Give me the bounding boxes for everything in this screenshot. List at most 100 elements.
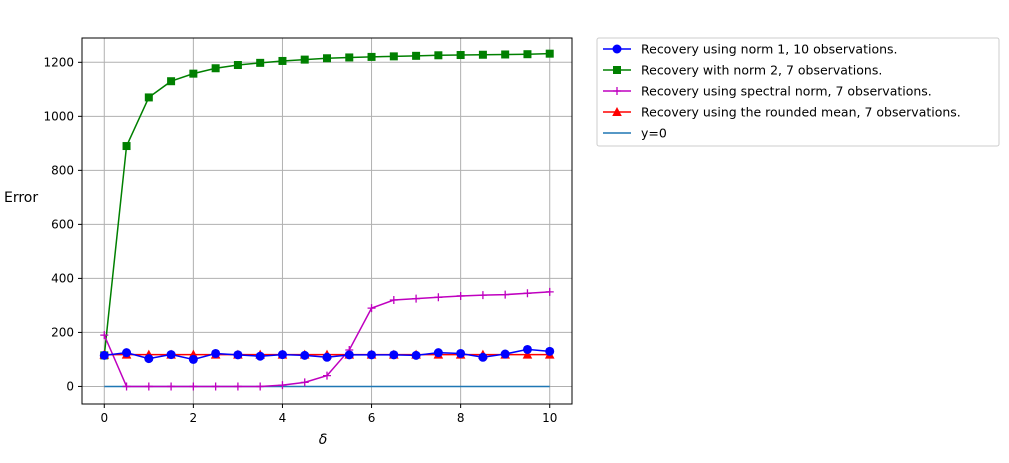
grid <box>82 38 572 404</box>
data-point <box>277 350 287 360</box>
series-group <box>99 49 555 391</box>
y-tick-label: 1200 <box>43 55 74 69</box>
data-point <box>300 350 310 360</box>
data-point <box>478 50 487 59</box>
series-2-line <box>103 52 550 356</box>
y-axis-label: Error <box>4 190 38 206</box>
data-point <box>545 346 555 356</box>
data-point <box>389 52 398 61</box>
data-point <box>501 50 510 59</box>
legend-entry-5: y=0 <box>603 126 667 141</box>
legend-label: Recovery using spectral norm, 7 observat… <box>641 84 932 99</box>
data-point <box>211 348 221 358</box>
data-point <box>500 349 510 359</box>
x-tick-label: 6 <box>368 411 376 425</box>
data-point <box>167 382 176 391</box>
data-point <box>122 348 132 358</box>
x-tick-label: 0 <box>100 411 108 425</box>
data-point <box>323 54 331 63</box>
data-point <box>456 291 465 300</box>
legend-label: Recovery using norm 1, 10 observations. <box>641 42 898 57</box>
plot-frame <box>81 37 573 405</box>
data-point <box>300 378 309 387</box>
data-point <box>99 350 109 360</box>
data-point <box>367 350 377 360</box>
data-point <box>166 350 176 360</box>
data-point <box>211 64 220 73</box>
data-point <box>122 382 131 391</box>
data-point <box>233 350 243 360</box>
data-point <box>523 50 532 59</box>
legend-box <box>596 37 1000 147</box>
data-point <box>545 49 554 58</box>
data-point <box>100 331 109 340</box>
data-point <box>456 348 466 358</box>
data-point <box>411 350 421 360</box>
legend-label: Recovery using the rounded mean, 7 obser… <box>641 105 961 120</box>
data-point <box>167 77 176 86</box>
data-point <box>367 304 376 313</box>
data-point <box>344 350 354 360</box>
data-point <box>122 142 131 151</box>
legend-label: y=0 <box>641 126 667 141</box>
data-point <box>189 69 198 78</box>
data-point <box>523 289 532 298</box>
legend-marker <box>612 107 622 116</box>
legend-entry-3: Recovery using spectral norm, 7 observat… <box>603 84 932 99</box>
data-point <box>433 348 443 358</box>
legend-entry-2: Recovery with norm 2, 7 observations. <box>603 63 882 78</box>
data-point <box>144 93 153 102</box>
y-tick-label: 0 <box>66 379 74 393</box>
data-point <box>233 382 242 391</box>
x-tick-label: 8 <box>457 411 465 425</box>
data-point <box>300 55 309 64</box>
y-tick-label: 600 <box>51 217 74 231</box>
series-1 <box>99 344 555 364</box>
data-point <box>345 53 354 62</box>
y-tick-label: 800 <box>51 163 74 177</box>
y-tick-label: 400 <box>51 271 74 285</box>
data-point <box>144 382 153 391</box>
data-point <box>255 351 265 361</box>
legend-entry-4: Recovery using the rounded mean, 7 obser… <box>603 105 961 120</box>
data-point <box>188 354 198 364</box>
data-point <box>323 371 331 380</box>
legend-marker <box>612 44 622 54</box>
legend-entry-1: Recovery using norm 1, 10 observations. <box>603 42 898 57</box>
y-tick-label: 200 <box>51 325 74 339</box>
legend: Recovery using norm 1, 10 observations. R… <box>596 37 1000 147</box>
series-2 <box>100 49 554 360</box>
data-point <box>322 352 332 362</box>
data-point <box>478 291 487 300</box>
data-point <box>501 290 510 299</box>
y-tick-label: 1000 <box>43 109 74 123</box>
x-axis-label: δ <box>319 432 328 448</box>
data-point <box>545 287 554 296</box>
x-tick-label: 10 <box>542 411 557 425</box>
data-point <box>412 294 421 303</box>
data-point <box>233 61 242 70</box>
x-tick-label: 4 <box>279 411 287 425</box>
data-point <box>256 58 265 67</box>
data-point <box>434 293 443 302</box>
data-point <box>522 349 533 359</box>
data-point <box>412 51 421 60</box>
data-point <box>278 56 287 65</box>
ticks: 0 2 4 6 8 10 0 200 400 600 800 1000 1200 <box>43 55 557 425</box>
data-point <box>389 296 398 305</box>
data-point <box>434 51 443 60</box>
data-point <box>189 382 198 391</box>
data-point <box>456 51 465 60</box>
data-point <box>478 352 488 362</box>
series-3 <box>100 287 554 391</box>
data-point <box>211 382 220 391</box>
data-point <box>367 52 376 61</box>
data-point <box>278 381 287 390</box>
data-point <box>144 354 154 364</box>
legend-marker <box>613 66 621 74</box>
x-tick-label: 2 <box>190 411 198 425</box>
data-point <box>389 350 399 360</box>
legend-label: Recovery with norm 2, 7 observations. <box>641 63 882 78</box>
data-point <box>256 382 265 391</box>
